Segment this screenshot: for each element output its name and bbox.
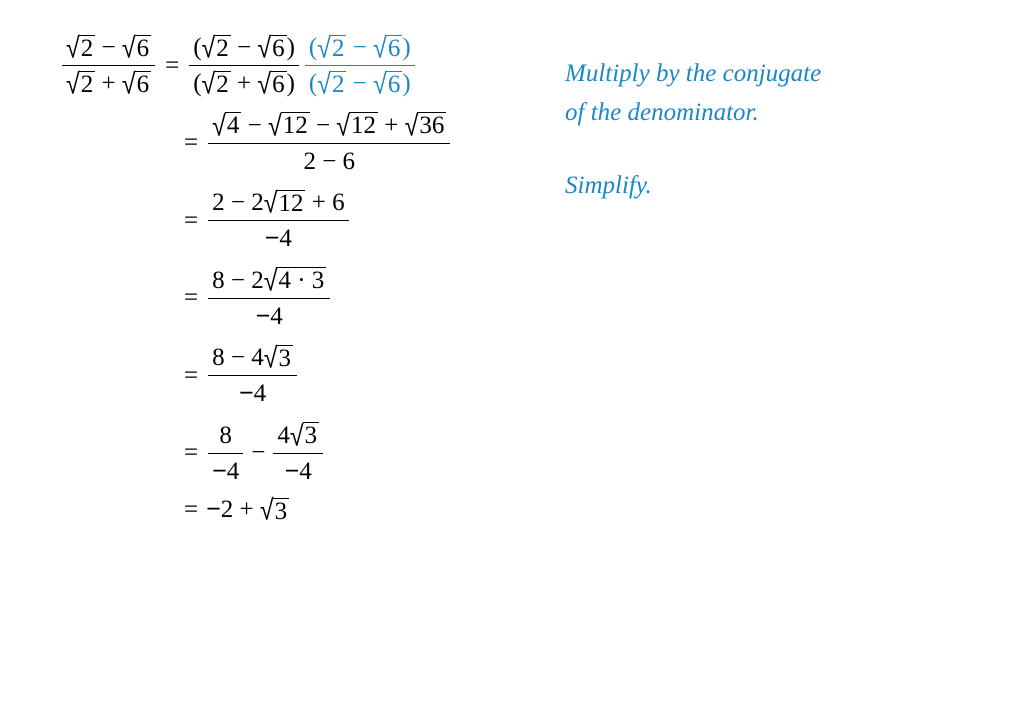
annotation-column: Multiply by the conjugate of the denomin… — [565, 55, 821, 205]
final-result: −2 + √3 — [206, 495, 289, 524]
equation-row-4: = 8 − 2√4 · 3 −4 — [176, 263, 452, 335]
step5-fraction: 8 − 4√3 −4 — [208, 340, 297, 412]
lhs-fraction: √2 − √6 √2 + √6 — [62, 30, 155, 102]
step6-frac-b: 4√3 −4 — [273, 418, 323, 490]
step2-fraction: √4 − √12 − √12 + √36 2 − 6 — [208, 108, 450, 180]
equation-row-5: = 8 − 4√3 −4 — [176, 340, 452, 412]
equation-row-3: = 2 − 2√12 + 6 −4 — [176, 185, 452, 257]
step6-frac-a: 8 −4 — [208, 418, 243, 490]
step1-frac-original: (√2 − √6) (√2 + √6) — [189, 30, 299, 102]
minus-operator: − — [251, 439, 265, 467]
equation-row-6: = 8 −4 − 4√3 −4 — [176, 418, 452, 490]
annotation-simplify: Simplify. — [565, 167, 821, 206]
annotation-conjugate: Multiply by the conjugate of the denomin… — [565, 55, 821, 133]
step3-fraction: 2 − 2√12 + 6 −4 — [208, 185, 348, 257]
equation-row-2: = √4 − √12 − √12 + √36 2 − 6 — [176, 108, 452, 180]
equals-sign: = — [165, 52, 179, 80]
step4-fraction: 8 − 2√4 · 3 −4 — [208, 263, 330, 335]
equation-row-1: √2 − √6 √2 + √6 = (√2 − √6) (√2 + √6) — [60, 30, 452, 102]
math-derivation: √2 − √6 √2 + √6 = (√2 − √6) (√2 + √6) — [60, 30, 452, 530]
equation-row-7: = −2 + √3 — [176, 495, 452, 524]
step1-frac-conjugate: (√2 − √6) (√2 − √6) — [305, 30, 415, 102]
